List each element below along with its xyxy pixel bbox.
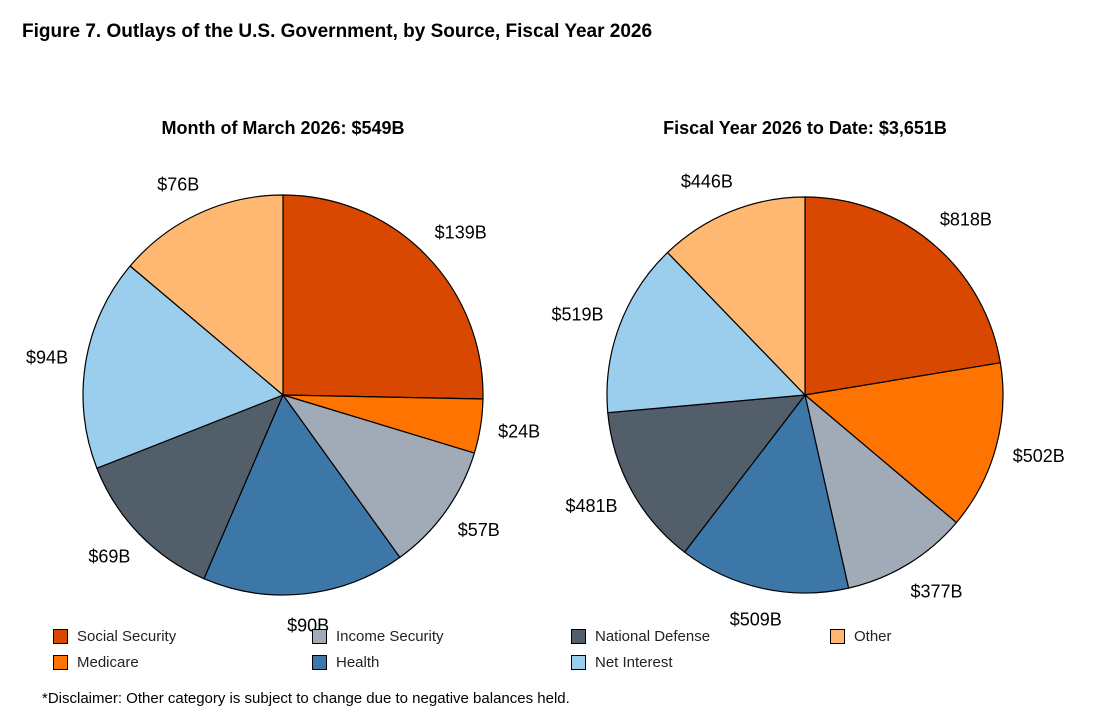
legend-swatch (830, 629, 845, 644)
pie-slice-national-defense (607, 394, 807, 554)
legend-label: Income Security (336, 628, 444, 645)
pie-slice-medicare (803, 362, 1004, 524)
legend-label: Net Interest (595, 654, 673, 671)
pie-slice-net-interest (606, 251, 807, 414)
slice-data-label: $139B (435, 223, 487, 243)
slice-data-label: $481B (565, 496, 617, 516)
legend-swatch (571, 655, 586, 670)
slice-data-label: $446B (681, 172, 733, 192)
slice-data-label: $519B (551, 305, 603, 325)
legend-item: Income Security (312, 628, 444, 645)
slice-data-label: $818B (940, 210, 992, 230)
slice-data-label: $94B (26, 347, 68, 367)
slice-data-label: $57B (458, 520, 500, 540)
legend-item: Social Security (53, 628, 176, 645)
legend-swatch (53, 655, 68, 670)
legend-item: Health (312, 654, 379, 671)
legend-item: Medicare (53, 654, 139, 671)
legend-swatch (53, 629, 68, 644)
pie-slice-net-interest (82, 265, 285, 469)
pie-slice-health (203, 393, 401, 596)
pie-slice-national-defense (96, 393, 285, 580)
legend-label: Health (336, 654, 380, 671)
slice-data-label: $502B (1013, 446, 1065, 466)
figure-title: Figure 7. Outlays of the U.S. Government… (22, 21, 653, 42)
disclaimer: *Disclaimer: Other category is subject t… (42, 690, 570, 707)
pie-title: Fiscal Year 2026 to Date: $3,651B (663, 118, 947, 138)
slice-data-label: $509B (730, 610, 782, 630)
pie-title: Month of March 2026: $549B (161, 118, 404, 138)
legend-swatch (312, 629, 327, 644)
legend-swatch (312, 655, 327, 670)
legend-label: Social Security (77, 628, 177, 645)
pie-slice-social-security (282, 194, 484, 400)
slice-data-label: $76B (157, 175, 199, 195)
pie-slice-other (666, 196, 806, 397)
slice-data-label: $24B (498, 421, 540, 441)
pie-slice-income-security (281, 393, 476, 559)
legend-swatch (571, 629, 586, 644)
slice-data-label: $69B (88, 546, 130, 566)
legend-item: Other (830, 628, 892, 645)
legend-label: Other (854, 628, 892, 645)
pie-slice-health (683, 393, 850, 594)
pie-slice-social-security (804, 196, 1002, 396)
slice-data-label: $377B (910, 582, 962, 602)
pie-slice-other (129, 194, 284, 397)
legend-item: Net Interest (571, 654, 673, 671)
legend-item: National Defense (571, 628, 710, 645)
legend-label: National Defense (595, 628, 711, 645)
legend-label: Medicare (77, 654, 139, 671)
pie-slice-income-security (804, 393, 958, 589)
